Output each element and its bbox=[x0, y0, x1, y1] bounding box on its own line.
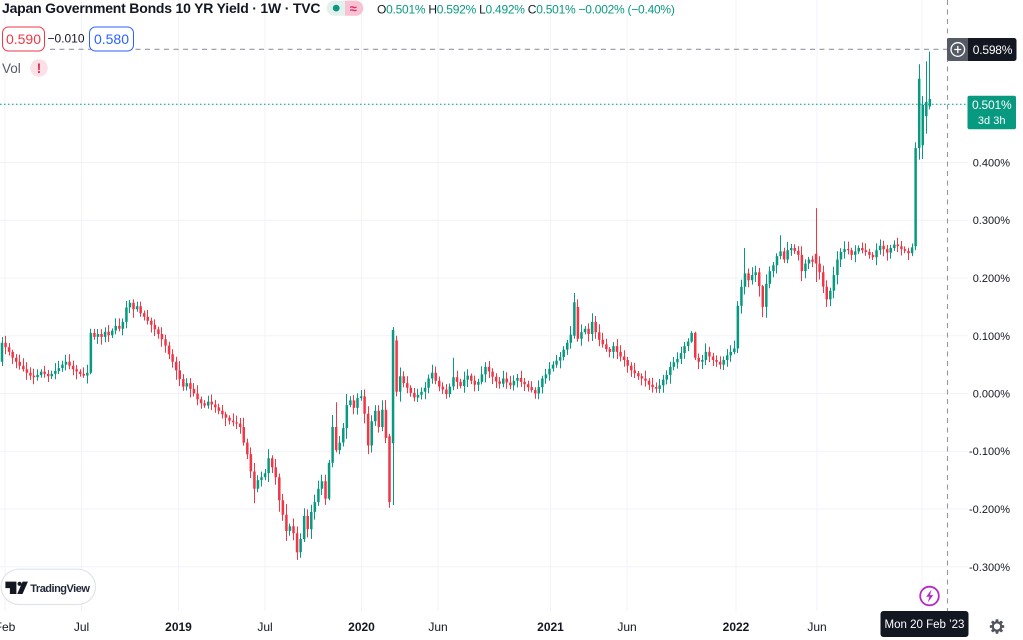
svg-text:0.501%: 0.501% bbox=[972, 98, 1012, 112]
svg-text:-0.300%: -0.300% bbox=[969, 562, 1010, 574]
svg-text:Japan Government Bonds 10 YR Y: Japan Government Bonds 10 YR Yield · 1W … bbox=[2, 0, 320, 16]
svg-text:Jul: Jul bbox=[257, 620, 272, 634]
svg-text:0.598%: 0.598% bbox=[973, 43, 1013, 57]
svg-text:Jun: Jun bbox=[807, 620, 826, 634]
svg-text:-0.200%: -0.200% bbox=[969, 504, 1010, 516]
svg-text:TradingView: TradingView bbox=[30, 583, 90, 595]
svg-text:0.200%: 0.200% bbox=[973, 273, 1011, 285]
svg-text:Jun: Jun bbox=[428, 620, 447, 634]
svg-text:2019: 2019 bbox=[165, 620, 192, 634]
svg-text:Jun: Jun bbox=[617, 620, 636, 634]
svg-text:!: ! bbox=[37, 60, 42, 76]
svg-text:O0.501% H0.592% L0.492% C0.: O0.501% H0.592% L0.492% C0.501% −0.002% … bbox=[377, 3, 675, 17]
svg-text:0.590: 0.590 bbox=[6, 31, 41, 47]
svg-text:2022: 2022 bbox=[723, 620, 750, 634]
svg-text:0.580: 0.580 bbox=[94, 31, 129, 47]
svg-text:Mon 20 Feb ’23: Mon 20 Feb ’23 bbox=[885, 619, 965, 631]
svg-text:−0.010: −0.010 bbox=[47, 32, 84, 46]
svg-text:2021: 2021 bbox=[537, 620, 564, 634]
svg-text:0.100%: 0.100% bbox=[973, 331, 1011, 343]
svg-text:-0.100%: -0.100% bbox=[969, 446, 1010, 458]
svg-text:Feb: Feb bbox=[0, 620, 16, 634]
svg-text:Vol: Vol bbox=[2, 61, 21, 76]
svg-text:≈: ≈ bbox=[350, 1, 357, 16]
svg-text:3d 3h: 3d 3h bbox=[978, 115, 1006, 127]
svg-text:0.400%: 0.400% bbox=[973, 158, 1011, 170]
svg-text:Jul: Jul bbox=[74, 620, 89, 634]
svg-text:2020: 2020 bbox=[348, 620, 375, 634]
svg-text:0.300%: 0.300% bbox=[973, 215, 1011, 227]
svg-text:0.000%: 0.000% bbox=[973, 389, 1011, 401]
